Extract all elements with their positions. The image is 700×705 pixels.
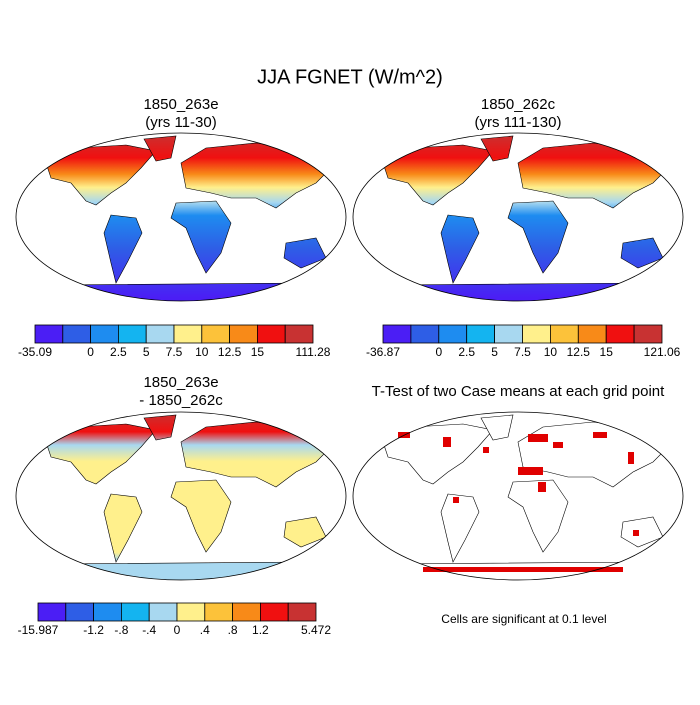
colorbar-box: [466, 324, 496, 344]
panel-title: 1850_263e: [143, 374, 218, 391]
colorbar-box: [382, 324, 412, 344]
colorbar-box: [176, 602, 206, 622]
panel-title: 1850_263e: [143, 96, 218, 113]
colorbar-box: [232, 602, 261, 622]
map: [352, 411, 684, 581]
colorbar-label: .4: [200, 623, 210, 637]
colorbar-box: [287, 602, 317, 622]
panel-title: (yrs 11-30): [145, 114, 216, 131]
colorbar-label: 7.5: [166, 345, 183, 359]
map: [352, 132, 684, 302]
colorbar-box: [284, 324, 314, 344]
colorbar-box: [34, 324, 64, 344]
colorbar-label: 0: [435, 345, 442, 359]
colorbar-label: .8: [228, 623, 238, 637]
colorbar-box: [173, 324, 203, 344]
colorbar-label: 12.5: [567, 345, 591, 359]
colorbar-label: 10: [544, 345, 558, 359]
colorbar-box: [118, 324, 147, 344]
colorbar-label: -35.09: [18, 345, 52, 359]
panel-title: - 1850_262c: [139, 392, 223, 409]
colorbar-label: 2.5: [458, 345, 475, 359]
colorbar-box: [93, 602, 122, 622]
colorbar-label: 10: [195, 345, 209, 359]
colorbar-label: -15.987: [18, 623, 59, 637]
colorbar-label: -1.2: [83, 623, 104, 637]
colorbar-box: [410, 324, 440, 344]
colorbar-box: [522, 324, 551, 344]
colorbar-box: [256, 324, 286, 344]
colorbar-label: -36.87: [366, 345, 400, 359]
colorbar-label: 7.5: [514, 345, 531, 359]
colorbar-label: 5: [143, 345, 150, 359]
colorbar-box: [148, 602, 178, 622]
colorbar-box: [62, 324, 91, 344]
colorbar-box: [577, 324, 607, 344]
colorbar-box: [204, 602, 234, 622]
colorbar-box: [229, 324, 258, 344]
panel-title: T-Test of two Case means at each grid po…: [372, 383, 665, 400]
panel-title: 1850_262c: [481, 96, 556, 113]
colorbar-label: 2.5: [110, 345, 127, 359]
colorbar-label: 12.5: [218, 345, 242, 359]
colorbar-label: 1.2: [252, 623, 269, 637]
note: Cells are significant at 0.1 level: [441, 612, 606, 626]
panel-title: (yrs 111-130): [475, 114, 562, 131]
colorbar-box: [201, 324, 231, 344]
colorbar-box: [438, 324, 468, 344]
colorbar-label: 15: [251, 345, 265, 359]
colorbar-label: 111.28: [296, 345, 331, 359]
colorbar-box: [494, 324, 523, 344]
colorbar-box: [550, 324, 579, 344]
colorbar-label: -.4: [142, 623, 156, 637]
colorbar-box: [259, 602, 289, 622]
colorbar-box: [605, 324, 635, 344]
colorbar-box: [65, 602, 95, 622]
colorbar-label: -.8: [114, 623, 128, 637]
colorbar-box: [145, 324, 175, 344]
colorbar-box: [90, 324, 119, 344]
colorbar-label: 15: [600, 345, 614, 359]
colorbar-label: 5.472: [301, 623, 331, 637]
colorbar-box: [633, 324, 663, 344]
map: [15, 132, 347, 302]
colorbar-box: [37, 602, 67, 622]
map: [15, 411, 347, 581]
colorbar-label: 0: [174, 623, 181, 637]
colorbar-label: 121.06: [644, 345, 681, 359]
colorbar-box: [121, 602, 150, 622]
colorbar-label: 5: [491, 345, 498, 359]
colorbar-label: 0: [87, 345, 94, 359]
figure-title: JJA FGNET (W/m^2): [257, 66, 443, 88]
